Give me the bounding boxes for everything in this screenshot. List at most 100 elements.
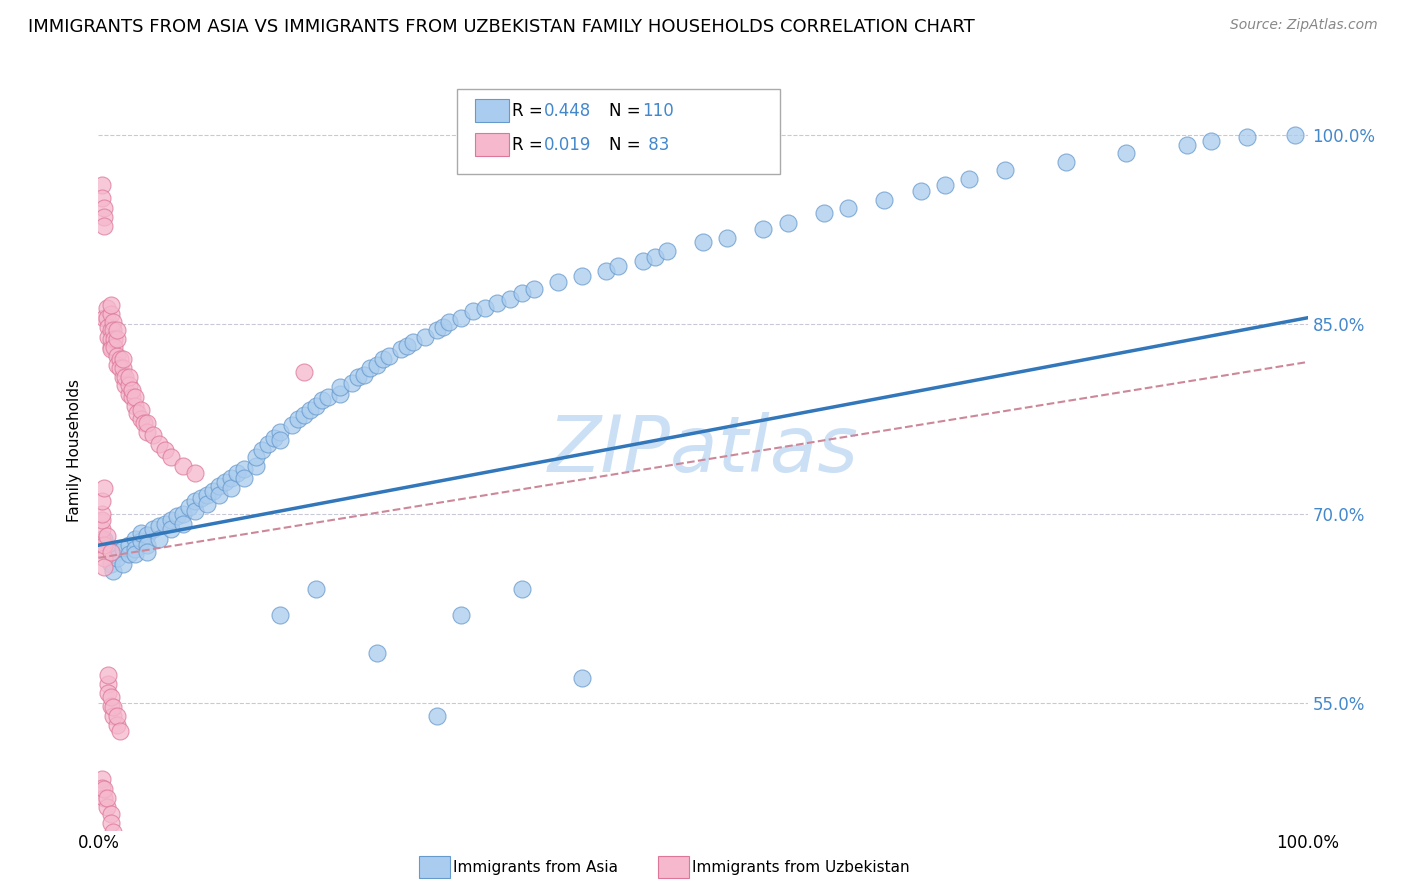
Point: [91, 513, 114, 527]
Point: [299, 403, 322, 417]
Text: R =: R =: [512, 136, 548, 153]
Point: [124, 532, 146, 546]
Point: [93, 310, 115, 325]
Point: [910, 185, 932, 199]
Point: [437, 315, 460, 329]
Point: [148, 532, 170, 546]
Point: [631, 253, 654, 268]
Text: 83: 83: [643, 136, 669, 153]
Point: [96, 791, 118, 805]
Point: [121, 383, 143, 397]
Point: [281, 418, 304, 433]
Point: [134, 416, 156, 430]
Point: [135, 538, 157, 552]
Point: [93, 782, 115, 797]
Point: [118, 377, 141, 392]
Point: [91, 191, 114, 205]
Point: [111, 370, 134, 384]
Point: [716, 231, 738, 245]
Point: [353, 368, 375, 382]
Point: [101, 315, 124, 329]
Point: [214, 475, 236, 489]
Point: [463, 304, 485, 318]
Point: [607, 259, 630, 273]
Point: [108, 361, 131, 376]
Point: [101, 825, 124, 839]
Point: [129, 534, 152, 549]
Point: [142, 522, 165, 536]
Point: [316, 391, 339, 405]
Point: [292, 408, 315, 422]
Point: [93, 791, 115, 805]
Point: [571, 671, 593, 685]
Point: [221, 471, 243, 485]
Point: [232, 462, 254, 476]
Point: [100, 698, 122, 713]
Point: [111, 557, 134, 572]
Point: [93, 532, 115, 546]
Point: [108, 352, 131, 367]
Point: [96, 301, 118, 315]
Point: [426, 323, 449, 337]
Point: [114, 370, 136, 384]
Point: [121, 391, 143, 405]
Point: [994, 163, 1017, 178]
Point: [148, 437, 170, 451]
Point: [100, 544, 122, 558]
Point: [118, 538, 141, 552]
Text: Immigrants from Uzbekistan: Immigrants from Uzbekistan: [692, 860, 910, 874]
Point: [105, 332, 128, 346]
Point: [547, 276, 569, 290]
Point: [100, 807, 122, 822]
Point: [148, 519, 170, 533]
Point: [523, 282, 546, 296]
Point: [105, 832, 128, 847]
Point: [208, 479, 231, 493]
Point: [105, 550, 128, 565]
Point: [371, 352, 394, 367]
Point: [135, 425, 157, 439]
Point: [311, 392, 333, 407]
Point: [347, 370, 370, 384]
Point: [245, 450, 267, 464]
Point: [105, 708, 128, 723]
Point: [100, 332, 122, 346]
Point: [97, 686, 120, 700]
Point: [934, 178, 956, 193]
Point: [96, 310, 118, 325]
Point: [450, 607, 472, 622]
Point: [263, 431, 285, 445]
Point: [93, 482, 115, 496]
Point: [111, 352, 134, 367]
Point: [160, 513, 183, 527]
Point: [571, 269, 593, 284]
Point: [366, 646, 388, 660]
Point: [250, 443, 273, 458]
Point: [426, 708, 449, 723]
Point: [96, 800, 118, 814]
Point: [97, 330, 120, 344]
Point: [124, 542, 146, 557]
Point: [1236, 130, 1258, 145]
Point: [105, 323, 128, 337]
Point: [595, 264, 617, 278]
Point: [124, 547, 146, 561]
Point: [101, 700, 124, 714]
Point: [190, 491, 212, 506]
Point: [105, 358, 128, 372]
Point: [395, 338, 418, 352]
Point: [135, 528, 157, 542]
Point: [93, 219, 115, 233]
Point: [100, 557, 122, 572]
Point: [93, 559, 115, 574]
Text: 110: 110: [643, 102, 675, 120]
Point: [172, 507, 194, 521]
Point: [160, 522, 183, 536]
Point: [873, 194, 896, 208]
Point: [124, 399, 146, 413]
Point: [360, 361, 382, 376]
Point: [91, 542, 114, 557]
Point: [100, 307, 122, 321]
Point: [129, 412, 152, 426]
Point: [153, 443, 176, 458]
